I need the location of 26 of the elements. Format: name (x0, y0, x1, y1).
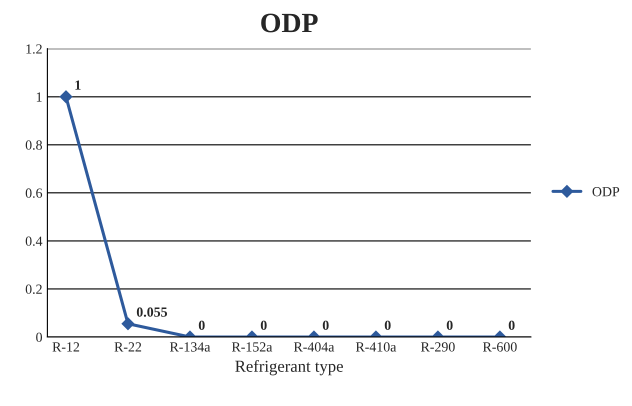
x-tick-label: R-600 (482, 342, 517, 352)
x-tick-label: R-410a (356, 342, 396, 352)
y-tick-label: 0.6 (26, 188, 42, 198)
y-tick-label: 0.2 (26, 284, 42, 294)
y-tick-label: 1 (36, 92, 42, 102)
y-tick-label: 0.4 (26, 236, 42, 246)
data-label: 0 (384, 320, 391, 330)
y-tick-label: 1.2 (26, 44, 42, 54)
data-label: 0 (198, 320, 205, 330)
x-tick-label: R-152a (232, 342, 272, 352)
x-tick-label: R-12 (52, 342, 80, 352)
data-label: 0 (508, 320, 515, 330)
data-label: 1 (75, 80, 81, 90)
x-tick-label: R-22 (114, 342, 142, 352)
data-label: 0.055 (136, 307, 168, 317)
legend-label: ODP (592, 187, 620, 196)
x-tick-label: R-290 (420, 342, 455, 352)
x-tick-label: R-404a (294, 342, 334, 352)
x-axis-title: Refrigerant type (235, 360, 343, 376)
y-tick-label: 0.8 (26, 140, 42, 150)
data-label: 0 (322, 320, 329, 330)
chart-title: ODP (261, 14, 318, 32)
data-label: 0 (446, 320, 453, 330)
data-label: 0 (260, 320, 267, 330)
x-tick-label: R-134a (170, 342, 210, 352)
y-tick-label: 0 (36, 332, 42, 342)
